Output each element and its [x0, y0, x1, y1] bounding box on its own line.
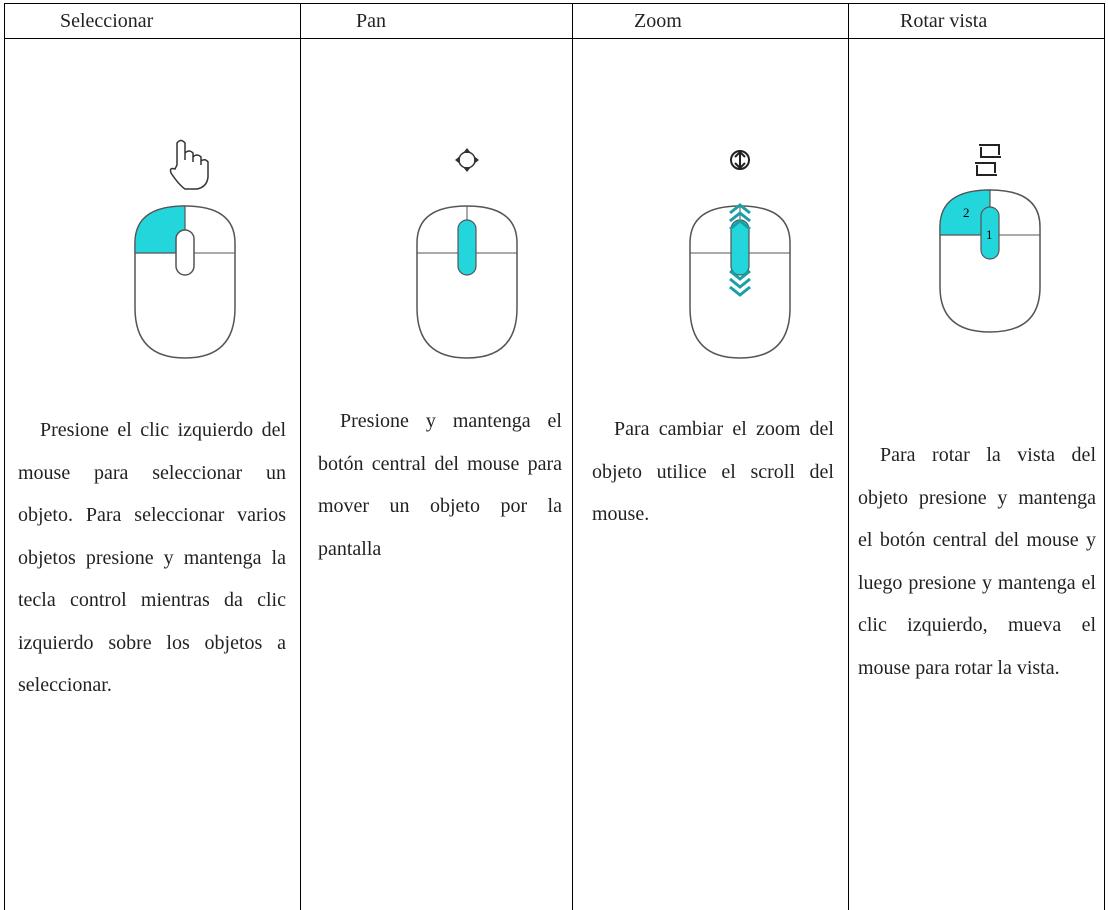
- rule: [1104, 3, 1105, 910]
- select-icon: [134, 139, 236, 359]
- rule: [4, 3, 5, 910]
- zoom-icon: [689, 150, 791, 359]
- icon-label: 1: [986, 227, 993, 242]
- column-header: Zoom: [634, 10, 682, 32]
- icon-label: 2: [963, 205, 970, 220]
- pan-icon: [416, 148, 518, 359]
- cell-text: Para rotar la vista del objeto presione …: [858, 444, 1096, 679]
- rule: [300, 3, 301, 910]
- column-header: Seleccionar: [60, 10, 154, 32]
- rule: [4, 38, 1104, 39]
- rule: [4, 3, 1104, 4]
- rule: [848, 3, 849, 910]
- column-header: Pan: [356, 10, 386, 32]
- cell-text: Para cambiar el zoom del objeto utilice …: [592, 418, 834, 525]
- cell-text: Presione el clic izquierdo del mouse par…: [18, 419, 286, 696]
- cell-text: Presione y mantenga el botón central del…: [318, 410, 562, 560]
- rule: [572, 3, 573, 910]
- column-header: Rotar vista: [900, 10, 988, 32]
- rotate-icon: 2 1: [939, 144, 1041, 333]
